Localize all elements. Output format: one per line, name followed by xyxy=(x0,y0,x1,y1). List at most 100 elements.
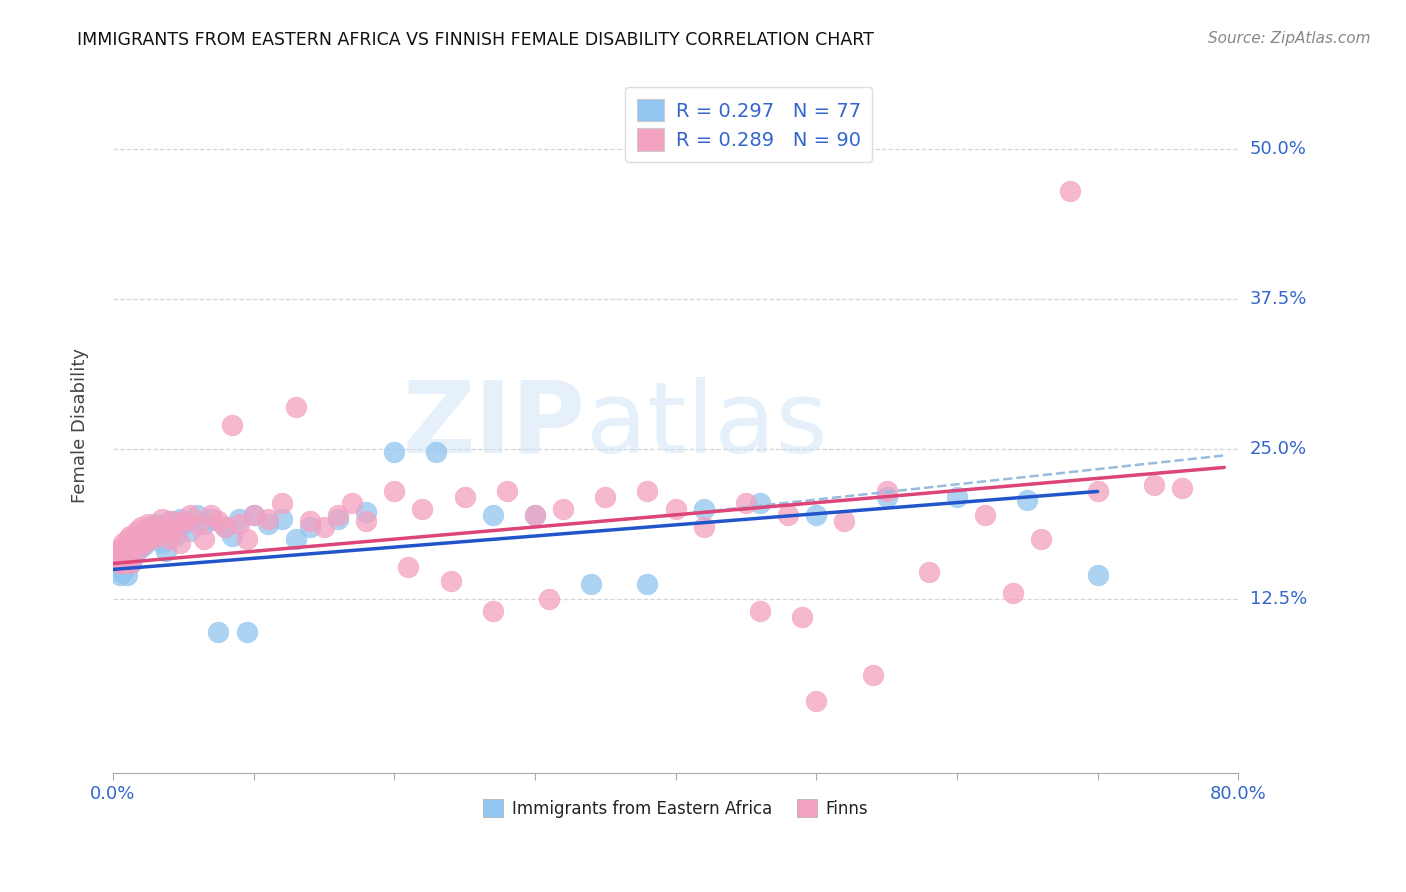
Point xyxy=(134,524,156,538)
Point xyxy=(121,533,143,547)
Point xyxy=(579,577,602,591)
Point xyxy=(235,624,257,639)
Point xyxy=(115,541,138,555)
Point xyxy=(1059,185,1081,199)
Point xyxy=(207,624,229,639)
Point xyxy=(110,541,132,555)
Point xyxy=(495,484,517,499)
Point xyxy=(214,520,236,534)
Point xyxy=(235,533,257,547)
Point xyxy=(107,550,129,565)
Point xyxy=(115,568,138,582)
Point xyxy=(120,541,142,555)
Point xyxy=(946,491,969,505)
Point xyxy=(105,557,128,571)
Point xyxy=(120,557,142,571)
Point xyxy=(157,533,180,547)
Text: 12.5%: 12.5% xyxy=(1250,591,1306,608)
Point xyxy=(108,557,131,571)
Point xyxy=(128,541,150,555)
Text: Source: ZipAtlas.com: Source: ZipAtlas.com xyxy=(1208,31,1371,46)
Point xyxy=(160,520,183,534)
Point xyxy=(834,515,856,529)
Point xyxy=(172,516,194,531)
Point xyxy=(104,548,127,562)
Point xyxy=(111,565,134,579)
Point xyxy=(593,491,616,505)
Point xyxy=(118,529,141,543)
Point xyxy=(117,533,139,547)
Point xyxy=(270,512,292,526)
Point xyxy=(179,508,201,523)
Point xyxy=(186,516,208,531)
Point xyxy=(256,516,278,531)
Text: 37.5%: 37.5% xyxy=(1250,291,1308,309)
Point xyxy=(114,557,136,571)
Point xyxy=(129,533,152,547)
Point xyxy=(146,529,169,543)
Point xyxy=(146,524,169,538)
Text: ZIP: ZIP xyxy=(402,377,585,474)
Point xyxy=(382,445,405,459)
Point xyxy=(108,548,131,562)
Text: 25.0%: 25.0% xyxy=(1250,441,1306,458)
Point xyxy=(523,508,546,523)
Point xyxy=(143,520,166,534)
Point xyxy=(481,604,503,618)
Point xyxy=(138,520,160,534)
Point xyxy=(114,544,136,558)
Point xyxy=(1002,586,1025,600)
Legend: Immigrants from Eastern Africa, Finns: Immigrants from Eastern Africa, Finns xyxy=(477,793,875,824)
Point xyxy=(974,508,997,523)
Point xyxy=(114,541,136,555)
Point xyxy=(735,496,758,510)
Point xyxy=(115,536,138,550)
Point xyxy=(115,557,138,571)
Point xyxy=(354,515,377,529)
Point xyxy=(918,565,941,579)
Point xyxy=(110,557,132,571)
Point xyxy=(1031,533,1053,547)
Point xyxy=(150,512,173,526)
Point xyxy=(118,550,141,565)
Point xyxy=(214,520,236,534)
Point xyxy=(396,560,419,574)
Point xyxy=(117,548,139,562)
Point xyxy=(537,592,560,607)
Point xyxy=(481,508,503,523)
Point xyxy=(136,533,159,547)
Point xyxy=(439,574,461,589)
Point xyxy=(193,533,215,547)
Point xyxy=(107,548,129,562)
Point xyxy=(132,536,155,550)
Point xyxy=(179,524,201,538)
Point xyxy=(1171,481,1194,495)
Point xyxy=(1017,492,1039,507)
Point xyxy=(141,529,163,543)
Point xyxy=(425,445,447,459)
Point xyxy=(165,520,187,534)
Point xyxy=(382,484,405,499)
Point xyxy=(131,529,153,543)
Point xyxy=(284,533,307,547)
Point xyxy=(121,533,143,547)
Point xyxy=(1143,478,1166,492)
Point xyxy=(108,565,131,579)
Point xyxy=(551,502,574,516)
Point xyxy=(1087,568,1109,582)
Point xyxy=(1087,484,1109,499)
Point xyxy=(792,610,814,624)
Point xyxy=(453,491,475,505)
Point xyxy=(110,557,132,571)
Point xyxy=(114,553,136,567)
Point xyxy=(115,553,138,567)
Point xyxy=(127,541,149,555)
Point xyxy=(411,502,433,516)
Point xyxy=(200,508,222,523)
Point xyxy=(693,502,716,516)
Point xyxy=(132,538,155,552)
Point xyxy=(778,508,800,523)
Point xyxy=(326,508,349,523)
Point xyxy=(112,557,135,571)
Point xyxy=(108,560,131,574)
